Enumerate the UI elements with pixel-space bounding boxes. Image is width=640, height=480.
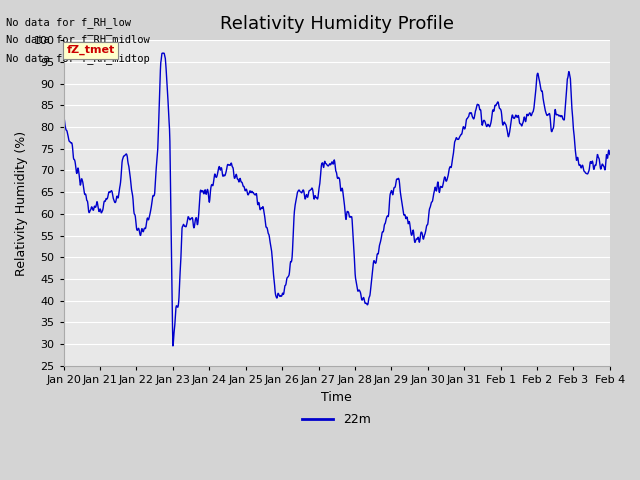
Legend: 22m: 22m <box>297 408 376 432</box>
Text: No data for f_RH_low: No data for f_RH_low <box>6 17 131 28</box>
Text: No data for f̅RH̅midlow: No data for f̅RH̅midlow <box>6 35 150 45</box>
Text: No data for f_RH_midtop: No data for f_RH_midtop <box>6 53 150 64</box>
X-axis label: Time: Time <box>321 391 352 404</box>
Title: Relativity Humidity Profile: Relativity Humidity Profile <box>220 15 454 33</box>
Text: fZ_tmet: fZ_tmet <box>67 45 115 55</box>
Y-axis label: Relativity Humidity (%): Relativity Humidity (%) <box>15 131 28 276</box>
